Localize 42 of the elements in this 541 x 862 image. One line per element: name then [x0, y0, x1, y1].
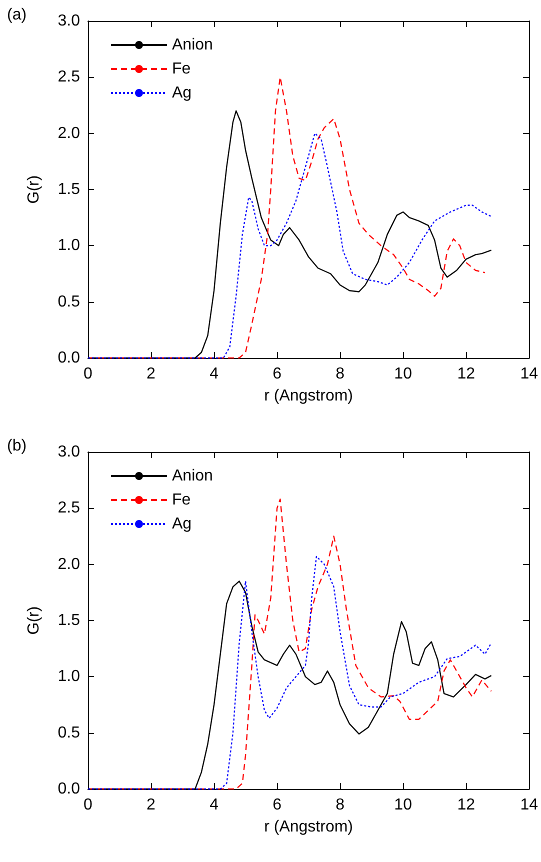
- legend-label: Ag: [172, 84, 192, 102]
- y-tick-label: 1.5: [58, 612, 80, 629]
- y-tick-label: 0.0: [58, 780, 80, 798]
- x-tick-label: 0: [84, 366, 93, 382]
- y-tick-label: 3.0: [58, 12, 80, 30]
- y-tick-label: 1.0: [58, 668, 80, 686]
- y-axis-title: G(r): [26, 606, 42, 635]
- y-tick-label: 0.5: [58, 724, 80, 742]
- y-tick-label: 2.5: [58, 68, 80, 86]
- legend-label: Anion: [172, 36, 213, 54]
- x-tick-label: 2: [146, 366, 156, 382]
- y-tick-label: 2.5: [58, 500, 80, 517]
- y-tick-label: 3.0: [58, 444, 80, 460]
- x-tick-label: 0: [84, 796, 93, 814]
- x-tick-label: 8: [336, 366, 345, 382]
- x-tick-label: 10: [394, 796, 412, 814]
- x-tick-label: 14: [520, 366, 538, 382]
- x-tick-label: 6: [272, 366, 282, 382]
- x-tick-label: 8: [336, 796, 345, 814]
- legend-label: Anion: [172, 468, 213, 484]
- y-tick-label: 1.5: [58, 181, 80, 198]
- legend-label: Fe: [172, 492, 191, 508]
- x-axis-title: r (Angstrom): [264, 818, 354, 836]
- x-tick-label: 4: [210, 366, 219, 382]
- y-tick-label: 0.0: [58, 350, 80, 366]
- x-tick-label: 4: [210, 796, 219, 814]
- x-tick-label: 12: [457, 366, 476, 382]
- legend-label: Fe: [172, 60, 191, 78]
- x-tick-label: 6: [272, 796, 282, 814]
- y-axis-title: G(r): [26, 175, 42, 204]
- legend-label: Ag: [172, 516, 192, 532]
- x-tick-label: 12: [457, 796, 476, 814]
- x-tick-label: 2: [146, 796, 156, 814]
- y-tick-label: 2.0: [58, 556, 80, 573]
- y-tick-label: 0.5: [58, 293, 80, 310]
- x-axis-title: r (Angstrom): [264, 388, 354, 404]
- x-tick-label: 10: [394, 366, 412, 382]
- y-tick-label: 2.0: [58, 124, 80, 142]
- chart-title: (b): [7, 438, 27, 454]
- x-tick-label: 14: [520, 796, 538, 814]
- y-tick-label: 1.0: [58, 237, 80, 254]
- chart-title: (a): [7, 6, 27, 24]
